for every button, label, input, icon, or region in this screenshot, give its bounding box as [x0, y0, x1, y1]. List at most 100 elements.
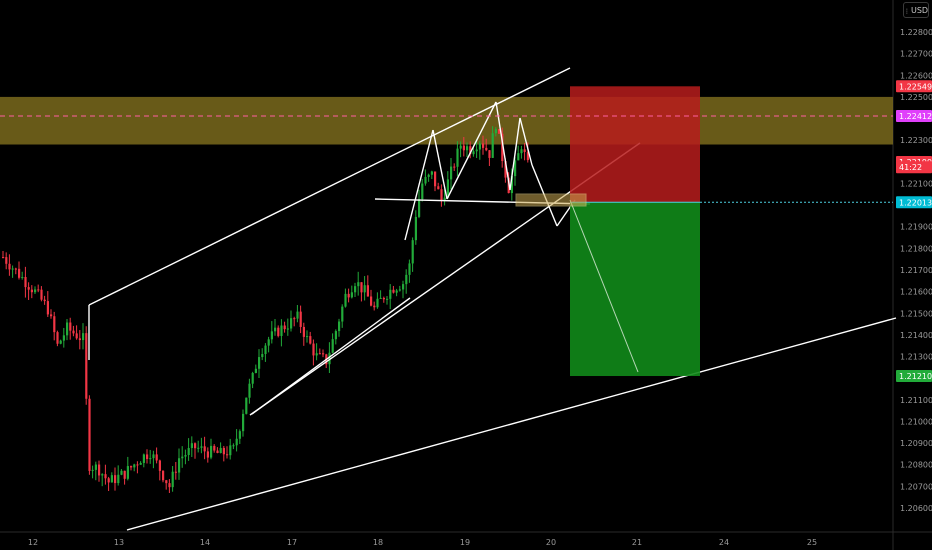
candle-body [104, 474, 107, 479]
candle-body [309, 336, 312, 344]
candle-body [357, 282, 360, 287]
candle-body [94, 464, 97, 470]
candle-body [168, 483, 171, 488]
candle-body [290, 318, 293, 329]
candle-body [14, 268, 17, 270]
candle-body [430, 171, 433, 175]
candle-body [88, 398, 91, 471]
candle-body [411, 240, 414, 264]
candle-body [504, 161, 507, 178]
candle-body [347, 293, 350, 298]
candle-body [418, 199, 421, 217]
candle-body [376, 298, 379, 308]
candle-body [235, 438, 238, 446]
price-tick-label: 1.21900 [900, 223, 932, 232]
price-tick-label: 1.21000 [900, 417, 932, 426]
price-label-badge [896, 196, 932, 209]
candle-body [11, 268, 14, 270]
candle-body [37, 289, 40, 291]
candle-body [315, 353, 318, 356]
candle-body [229, 445, 232, 456]
candle-body [194, 443, 197, 449]
candle-body [206, 451, 209, 458]
candle-body [72, 330, 75, 334]
candle-body [120, 470, 123, 475]
currency-menu-icon: ⋮ [904, 8, 910, 15]
candle-body [187, 448, 190, 456]
stop-loss-zone [570, 86, 700, 203]
candle-body [421, 183, 424, 200]
candle-body [443, 197, 446, 201]
candle-body [126, 466, 129, 479]
candle-body [414, 216, 417, 241]
candle-body [133, 464, 136, 468]
candle-body [18, 268, 21, 278]
currency-button[interactable]: ⋮USD [903, 2, 929, 18]
candle-body [8, 263, 11, 270]
price-label-badge [896, 161, 932, 174]
candle-body [379, 297, 382, 299]
candle-body [27, 287, 30, 290]
candle-body [226, 454, 229, 456]
price-label-badge [896, 109, 932, 122]
projection-line [569, 199, 639, 373]
candle-body [299, 311, 302, 327]
candle-body [312, 343, 315, 356]
candle-body [466, 146, 469, 151]
currency-label: USD [911, 6, 929, 15]
time-tick-label: 18 [373, 538, 383, 547]
resistance-zone [0, 96, 893, 145]
candle-body [510, 176, 513, 194]
time-axis: 12 13 14 17 18 19 20 21 24 25 [28, 538, 817, 547]
price-label-badge [896, 80, 932, 93]
price-tick-label: 1.20800 [900, 461, 932, 470]
candle-body [107, 478, 110, 483]
price-tick-label: 1.20700 [900, 482, 932, 491]
candle-body [302, 326, 305, 337]
pattern-leg [509, 117, 521, 191]
candle-body [446, 179, 449, 198]
price-tick-label: 1.20600 [900, 504, 932, 513]
candle-body [424, 176, 427, 184]
candle-body [171, 471, 174, 488]
candle-body [261, 354, 264, 358]
candle-body [280, 325, 283, 336]
candle-body [405, 274, 408, 285]
candle-body [146, 454, 149, 459]
candle-body [200, 446, 203, 448]
long-term-trendline [126, 317, 897, 531]
candle-body [478, 143, 481, 150]
candle-body [293, 318, 296, 320]
price-label-text: 41:22 [899, 163, 922, 172]
candle-body [437, 186, 440, 190]
candle-body [427, 174, 430, 177]
candle-body [139, 462, 142, 465]
price-tick-label: 1.22700 [900, 50, 932, 59]
candle-body [219, 447, 222, 454]
candle-body [238, 431, 241, 439]
candle-body [274, 327, 277, 332]
candle-body [69, 322, 72, 331]
candle-body [62, 335, 65, 341]
candle-body [520, 149, 523, 154]
candle-body [456, 148, 459, 167]
price-tick-label: 1.21500 [900, 309, 932, 318]
candle-body [459, 145, 462, 149]
candle-body [334, 331, 337, 340]
candle-body [366, 285, 369, 297]
candle-body [210, 445, 213, 458]
candle-body [114, 475, 117, 484]
candle-body [360, 282, 363, 293]
time-tick-label: 21 [632, 538, 642, 547]
time-tick-label: 20 [546, 538, 556, 547]
candle-body [283, 325, 286, 330]
candle-body [514, 160, 517, 177]
candle-body [30, 289, 33, 293]
candle-body [149, 458, 152, 460]
candle-body [101, 474, 104, 476]
candle-body [222, 447, 225, 455]
candle-body [453, 166, 456, 168]
candle-body [24, 277, 27, 288]
